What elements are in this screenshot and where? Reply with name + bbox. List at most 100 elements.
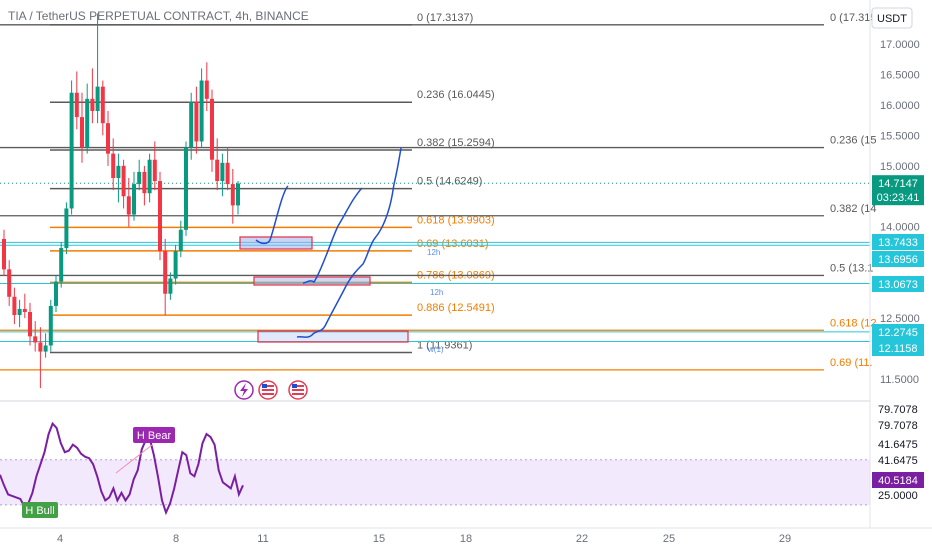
secondary-level-label-4: 0.618 (12 xyxy=(830,317,876,329)
secondary-level-label-3: 0.5 (13.1 xyxy=(830,262,873,274)
secondary-level-label-2: 0.382 (14 xyxy=(830,203,876,215)
candle-body-33 xyxy=(173,251,178,279)
candle-body-2 xyxy=(12,296,17,316)
candle-body-13 xyxy=(69,92,74,209)
price-tick-2: 16.0000 xyxy=(880,100,920,112)
candle-body-42 xyxy=(220,162,225,182)
price-pane[interactable]: TIA / TetherUS PERPETUAL CONTRACT, 4h, B… xyxy=(0,9,876,400)
candle-body-36 xyxy=(189,101,194,148)
candle-body-43 xyxy=(225,162,230,185)
rsi-pane[interactable]: H Bear H Bull xyxy=(0,421,870,518)
candle-body-45 xyxy=(236,183,240,206)
candle-body-11 xyxy=(59,248,64,282)
fib-levels[interactable]: 0 (17.3137) 0.236 (16.0445) 0.382 (15.2594… xyxy=(0,12,876,371)
currency-button[interactable]: USDT xyxy=(871,7,913,29)
candles xyxy=(2,13,240,389)
time-tick-2: 11 xyxy=(257,533,268,545)
candle-body-34 xyxy=(178,229,183,252)
price-axis[interactable]: USDT 17.0000 16.5000 16.0000 15.5000 15.0000… xyxy=(869,0,924,528)
candle-body-15 xyxy=(80,117,84,148)
candle-body-40 xyxy=(210,98,214,160)
price-tag-value-4: 12.2745 xyxy=(878,327,918,339)
annotation-w1: w(1) xyxy=(427,345,444,354)
lightning-event-icon[interactable] xyxy=(234,380,254,400)
zone-upper[interactable] xyxy=(239,236,313,250)
rsi-line xyxy=(0,421,244,516)
projection-drawings[interactable] xyxy=(255,147,402,338)
us-flag-event-icon-2[interactable] xyxy=(288,380,308,400)
event-icons[interactable] xyxy=(234,380,308,400)
price-tag-4 xyxy=(872,324,924,340)
price-tag-value-3: 13.0673 xyxy=(878,279,918,291)
candle-body-22 xyxy=(116,165,121,178)
price-tick-3: 15.5000 xyxy=(880,130,920,142)
price-tags: 14.7147 03:23:41 13.7433 13.6956 13.0673 12.2… xyxy=(872,175,924,356)
time-tick-1: 8 xyxy=(173,533,179,545)
price-tag-value-5: 12.1158 xyxy=(879,343,918,355)
price-tick-5: 14.0000 xyxy=(880,222,920,234)
candle-body-24 xyxy=(126,196,131,215)
zone-lower[interactable] xyxy=(257,330,409,343)
candle-body-0 xyxy=(2,238,6,270)
fib-level-label-3: 0.5 (14.6249) xyxy=(417,176,482,188)
price-tick-6: 12.5000 xyxy=(880,313,920,325)
candle-body-18 xyxy=(95,86,100,111)
candle-body-31 xyxy=(163,251,168,294)
price-tag-5 xyxy=(872,340,924,356)
candle-body-32 xyxy=(168,278,173,294)
time-tick-labels: 4 8 11 15 18 22 25 29 xyxy=(57,533,791,545)
projection-path-1[interactable] xyxy=(255,185,289,245)
price-tag-countdown-0: 03:23:41 xyxy=(877,192,920,204)
candle-body-29 xyxy=(152,159,157,182)
small-annotations: 12h 12h w(1) xyxy=(427,248,444,354)
rsi-band xyxy=(0,459,870,505)
secondary-level-label-0: 0 (17.315 xyxy=(830,12,876,24)
candle-body-1 xyxy=(7,269,12,297)
candle-body-27 xyxy=(142,171,147,194)
candle-body-16 xyxy=(85,98,90,148)
price-tag-value-2: 13.6956 xyxy=(878,254,918,266)
projection-path-3[interactable] xyxy=(296,147,402,338)
candle-body-17 xyxy=(90,98,95,111)
fib-level-label-0: 0 (17.3137) xyxy=(417,12,473,24)
fib-level-label-7: 0.886 (12.5491) xyxy=(417,302,495,314)
candle-body-25 xyxy=(132,184,136,215)
candle-body-5 xyxy=(28,312,32,337)
candle-body-26 xyxy=(137,171,142,185)
fib-level-label-8: 1 (11.9361) xyxy=(417,339,472,351)
candle-body-23 xyxy=(121,165,126,197)
rsi-tick-1: 79.7078 xyxy=(878,420,918,432)
secondary-level-label-1: 0.236 (15 xyxy=(830,135,876,147)
fib-level-label-2: 0.382 (15.2594) xyxy=(417,137,495,149)
price-tag-value-0: 14.7147 xyxy=(878,178,918,190)
fib-level-label-5: 0.69 (13.6031) xyxy=(417,238,489,250)
time-axis[interactable]: 4 8 11 15 18 22 25 29 xyxy=(0,527,932,545)
rsi-tick-labels: 79.7078 79.7078 41.6475 41.6475 25.0000 xyxy=(878,404,918,502)
time-tick-5: 22 xyxy=(576,533,588,545)
currency-label: USDT xyxy=(877,13,907,25)
fib-level-label-4: 0.618 (13.9903) xyxy=(417,214,495,226)
h-bear-label: H Bear xyxy=(133,427,175,443)
price-tag-2 xyxy=(872,251,924,267)
price-tick-0: 17.0000 xyxy=(880,39,920,51)
price-tick-7: 11.5000 xyxy=(880,374,919,386)
price-tick-1: 16.5000 xyxy=(880,69,920,81)
rsi-value: 40.5184 xyxy=(878,475,918,487)
candle-body-44 xyxy=(230,184,235,206)
candle-body-4 xyxy=(22,308,27,312)
bear-divergence-line xyxy=(115,444,153,474)
h-bull-label: H Bull xyxy=(22,502,58,518)
candle-body-38 xyxy=(199,80,204,142)
rsi-value-tag: 40.5184 xyxy=(872,472,924,488)
price-tag-1 xyxy=(872,234,924,250)
time-tick-3: 15 xyxy=(373,533,385,545)
projection-path-2[interactable] xyxy=(302,187,363,284)
price-tag-3 xyxy=(872,276,924,292)
annotation-12h-lower: 12h xyxy=(430,288,443,297)
us-flag-event-icon[interactable] xyxy=(258,380,278,400)
h-bear-text: H Bear xyxy=(137,430,172,442)
price-tick-labels: 17.0000 16.5000 16.0000 15.5000 15.0000 14.00… xyxy=(880,39,920,386)
candle-body-39 xyxy=(204,80,209,99)
h-bull-text: H Bull xyxy=(25,505,54,517)
